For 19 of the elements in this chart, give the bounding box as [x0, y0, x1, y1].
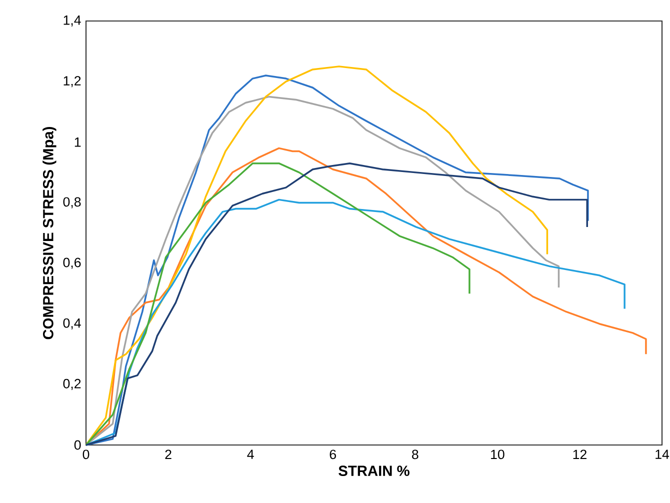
y-tick-label: 1	[74, 138, 81, 147]
y-tick-label: 0,8	[63, 197, 81, 208]
x-tick-label: 2	[165, 450, 172, 460]
x-tick-label: 12	[573, 450, 586, 460]
y-axis-title: COMPRESSIVE STRESS (Mpa)	[42, 126, 56, 340]
y-tick-label: 0,2	[63, 378, 81, 390]
x-tick-label: 6	[330, 450, 336, 460]
y-tick-label: 0	[74, 440, 81, 450]
y-tick-label: 0,4	[63, 318, 81, 330]
x-tick-label: 4	[247, 450, 254, 459]
x-tick-label: 10	[491, 450, 504, 460]
y-tick-label: 1,2	[64, 76, 81, 88]
y-tick-label: 1,4	[64, 16, 81, 26]
x-tick-label: 8	[412, 450, 418, 460]
x-tick-label: 14	[656, 450, 670, 459]
line-series	[85, 162, 470, 446]
x-tick-label: 0	[82, 450, 90, 460]
x-axis-title: STRAIN %	[338, 466, 410, 476]
y-tick-label: 0,6	[63, 258, 81, 269]
